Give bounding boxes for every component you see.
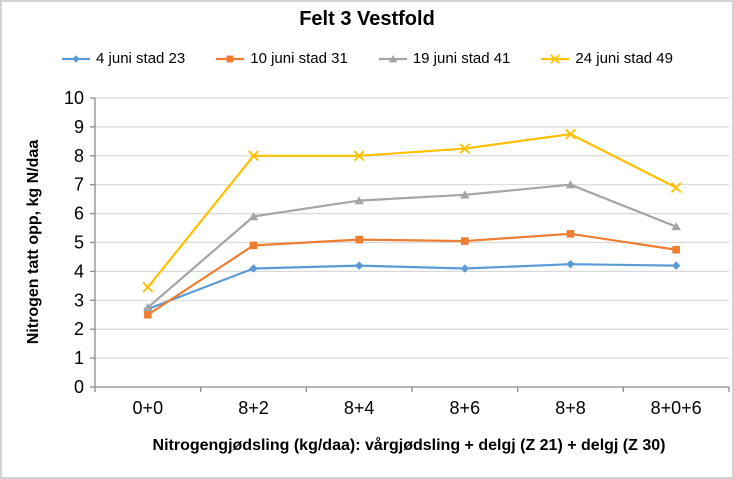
series-1	[144, 230, 680, 319]
axes	[90, 97, 730, 392]
svg-text:2: 2	[74, 319, 84, 339]
svg-text:8+4: 8+4	[344, 398, 375, 418]
legend: 4 juni stad 23 10 juni stad 31 19 juni sta…	[2, 50, 732, 67]
series-2	[143, 180, 681, 312]
legend-item: 10 juni stad 31	[215, 50, 348, 67]
chart-title: Felt 3 Vestfold	[299, 8, 435, 30]
legend-label: 19 juni stad 41	[412, 50, 511, 67]
svg-text:1: 1	[74, 348, 84, 368]
svg-text:8+8: 8+8	[555, 398, 586, 418]
series-0	[143, 259, 681, 314]
legend-marker-x-icon	[541, 53, 570, 64]
series-3	[142, 128, 682, 293]
svg-text:0+0: 0+0	[133, 398, 164, 418]
svg-text:4: 4	[74, 261, 84, 281]
x-axis-title: Nitrogengjødsling (kg/daa): vårgjødsling…	[152, 437, 666, 454]
legend-label: 24 juni stad 49	[575, 50, 673, 67]
legend-marker-square-icon	[216, 55, 245, 62]
legend-item: 19 juni stad 41	[378, 50, 511, 67]
svg-text:8+0+6: 8+0+6	[651, 398, 702, 418]
gridlines	[95, 97, 729, 359]
legend-marker-triangle-icon	[378, 54, 407, 62]
svg-text:8: 8	[74, 146, 84, 166]
svg-text:10: 10	[64, 88, 84, 108]
svg-text:7: 7	[74, 175, 84, 195]
svg-text:8+6: 8+6	[450, 398, 481, 418]
svg-text:0: 0	[74, 377, 84, 397]
svg-text:6: 6	[74, 204, 84, 224]
legend-label: 10 juni stad 31	[250, 50, 348, 67]
svg-text:5: 5	[74, 233, 84, 253]
legend-item: 24 juni stad 49	[540, 50, 673, 67]
svg-text:9: 9	[74, 117, 84, 137]
legend-item: 4 juni stad 23	[61, 50, 185, 67]
svg-text:3: 3	[74, 290, 84, 310]
y-axis-tick-labels: 0 1 2 3 4 5 6 7 8 9 10	[64, 88, 84, 397]
legend-label: 4 juni stad 23	[96, 50, 186, 67]
legend-marker-diamond-icon	[62, 54, 91, 63]
x-axis-tick-labels: 0+0 8+2 8+4 8+6 8+8 8+0+6	[133, 398, 702, 418]
svg-text:8+2: 8+2	[238, 398, 269, 418]
y-axis-title: Nitrogen tatt opp, kg N/daa	[25, 139, 42, 345]
